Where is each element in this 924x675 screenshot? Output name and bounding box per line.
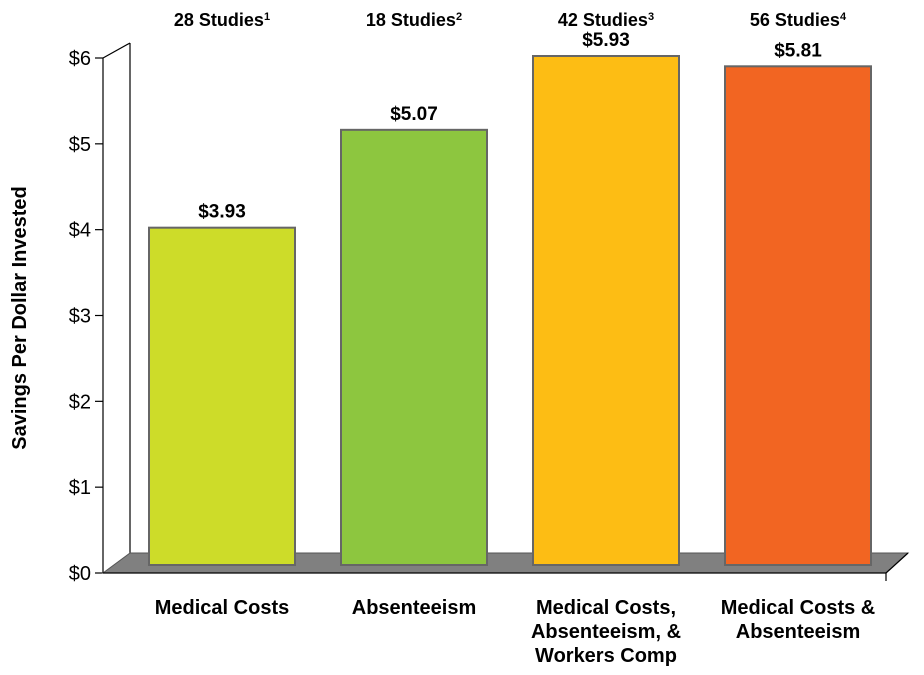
- value-label: $5.93: [582, 30, 630, 51]
- chart-floor: [101, 552, 910, 581]
- y-axis-label: Savings Per Dollar Invested: [9, 186, 31, 449]
- category-label: Medical Costs, Absenteeism, & Workers Comp: [531, 597, 681, 667]
- axes: [95, 42, 131, 574]
- value-label: $5.81: [774, 40, 822, 61]
- study-count-label: 28 Studies1: [174, 10, 270, 30]
- y-tick-label: $0: [69, 563, 91, 585]
- value-labels: $3.93 $5.07 $5.93 $5.81: [198, 30, 822, 223]
- y-tick-label: $6: [69, 48, 91, 70]
- y-tick-label: $4: [69, 220, 91, 242]
- bar: [532, 55, 680, 567]
- study-count-label: 18 Studies2: [366, 10, 462, 30]
- category-labels: Medical Costs Absenteeism Medical Costs, Ab…: [155, 597, 875, 667]
- value-label: $5.07: [390, 104, 438, 125]
- y-tick-label: $1: [69, 477, 91, 499]
- category-label: Medical Costs & Absenteeism: [721, 597, 875, 643]
- bar: [724, 65, 872, 567]
- study-count-label: 56 Studies4: [750, 10, 847, 30]
- y-tick-label: $2: [69, 391, 91, 413]
- category-label: Absenteeism: [352, 597, 477, 619]
- value-label: $3.93: [198, 202, 246, 223]
- top-diagonal: [102, 42, 131, 59]
- y-tick-labels: $0 $1 $2 $3 $4 $5 $6: [69, 48, 91, 585]
- category-label: Medical Costs: [155, 597, 289, 619]
- x-axis-depth-line: [885, 552, 909, 574]
- bars: [148, 55, 872, 567]
- study-count-label: 42 Studies3: [558, 10, 654, 30]
- bar: [148, 226, 296, 567]
- bar: [340, 128, 488, 566]
- y-tick-label: $3: [69, 306, 91, 328]
- y-tick-label: $5: [69, 134, 91, 156]
- study-count-labels: 28 Studies1 18 Studies2 42 Studies3 56 Stud…: [174, 10, 847, 30]
